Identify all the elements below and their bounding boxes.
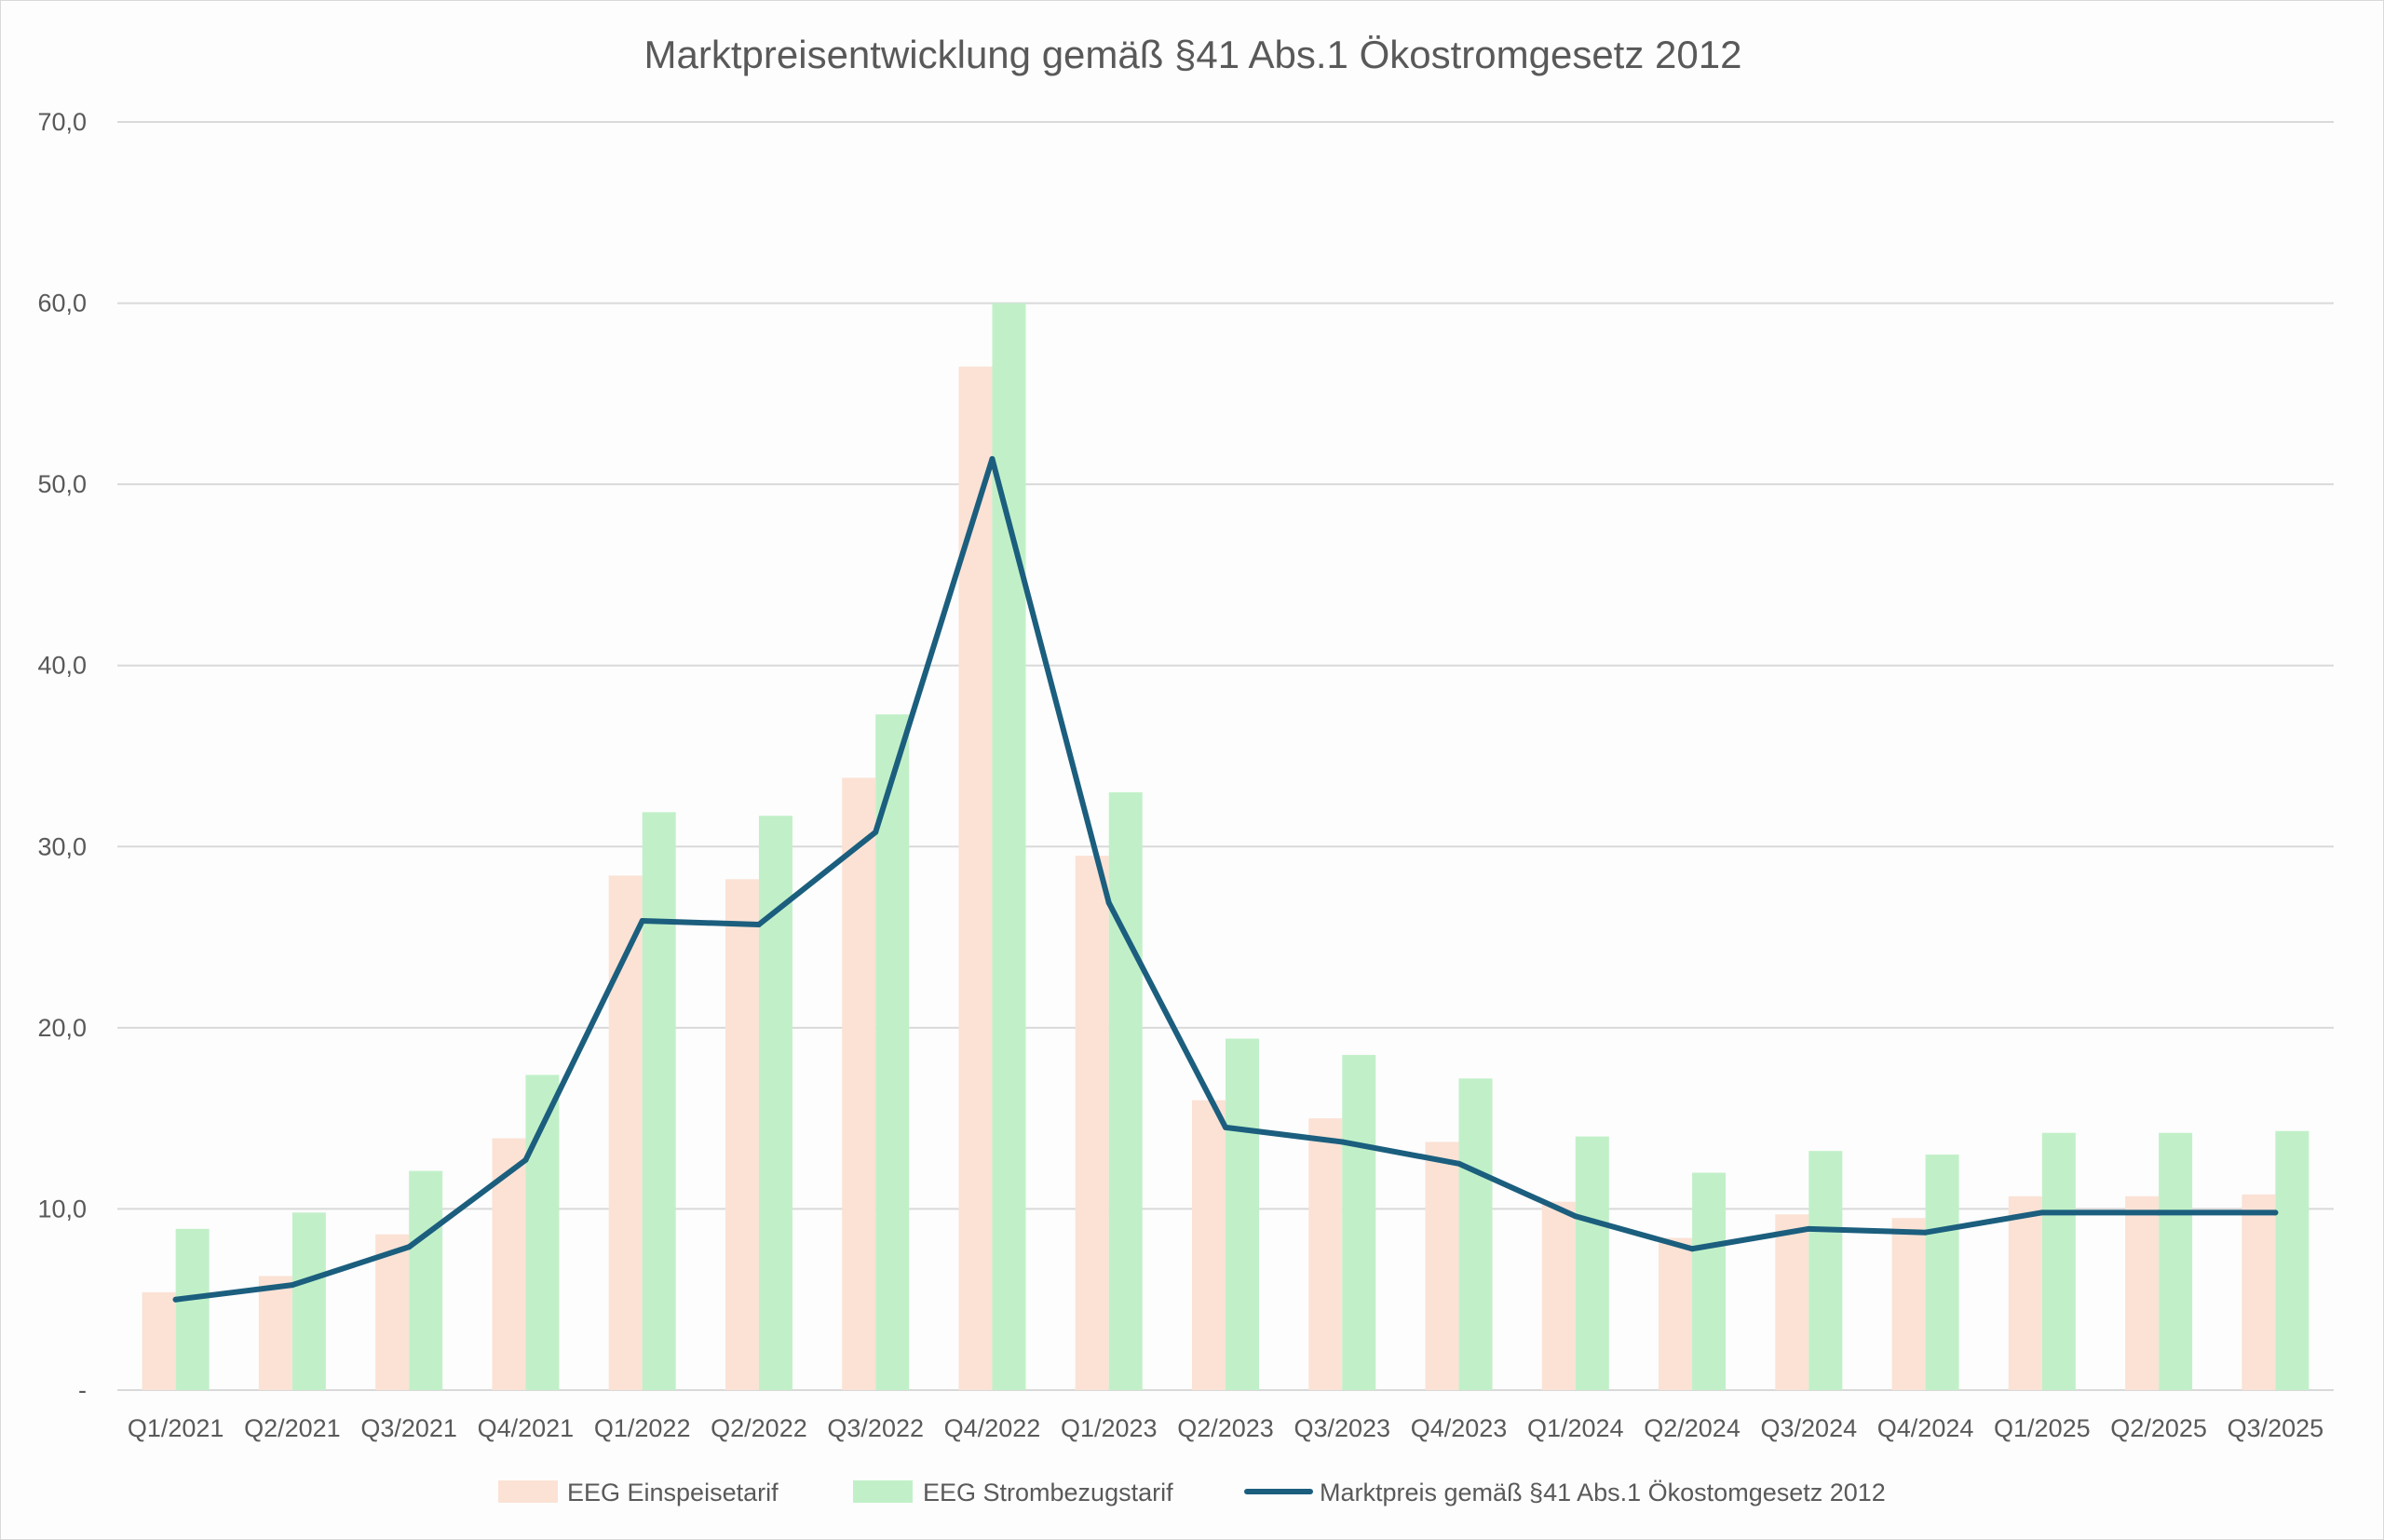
bar-einspeisetarif: [375, 1234, 410, 1390]
line-point: [873, 829, 879, 835]
x-tick-label: Q2/2023: [1177, 1414, 1274, 1442]
bar-strombezugstarif: [875, 714, 910, 1390]
chart-title: Marktpreisentwicklung gemäß §41 Abs.1 Ök…: [644, 33, 1742, 76]
bar-strombezugstarif: [291, 1212, 326, 1390]
bar-strombezugstarif: [1342, 1055, 1376, 1390]
bar-strombezugstarif: [1692, 1172, 1727, 1390]
bar-einspeisetarif: [258, 1276, 292, 1390]
x-tick-label: Q3/2022: [827, 1414, 924, 1442]
bar-einspeisetarif: [2008, 1196, 2042, 1390]
legend-label: EEG Strombezugstarif: [923, 1479, 1173, 1506]
bar-strombezugstarif: [642, 812, 676, 1390]
bar-strombezugstarif: [992, 303, 1026, 1391]
bar-einspeisetarif: [1075, 856, 1109, 1390]
legend-label: EEG Einspeisetarif: [567, 1479, 779, 1506]
y-tick-label: 20,0: [37, 1014, 87, 1042]
axes: - 10,0 20,0 30,0 40,0 50,0 60,0 70,0 Q1/2021 Q2/2…: [37, 108, 2323, 1442]
x-tick-label: Q2/2022: [711, 1414, 807, 1442]
x-tick-label: Q2/2024: [1644, 1414, 1741, 1442]
line-point: [989, 455, 996, 462]
bar-strombezugstarif: [2275, 1130, 2310, 1390]
legend-swatch: [853, 1480, 913, 1503]
line-point: [1339, 1139, 1346, 1145]
bar-strombezugstarif: [1575, 1136, 1609, 1390]
bar-strombezugstarif: [1925, 1155, 1959, 1390]
line-point: [172, 1296, 179, 1303]
x-tick-label: Q3/2023: [1294, 1414, 1390, 1442]
x-tick-label: Q4/2021: [478, 1414, 575, 1442]
bar-einspeisetarif: [142, 1291, 176, 1390]
bar-einspeisetarif: [1308, 1118, 1343, 1390]
bar-einspeisetarif: [1192, 1100, 1226, 1390]
line-point: [2039, 1209, 2045, 1216]
x-tick-label: Q1/2023: [1061, 1414, 1158, 1442]
gridlines: [117, 121, 2334, 1391]
x-tick-label: Q1/2025: [1994, 1414, 2091, 1442]
bar-einspeisetarif: [1659, 1237, 1693, 1390]
bar-einspeisetarif: [492, 1138, 526, 1390]
legend-swatch: [498, 1480, 558, 1503]
y-tick-label: 40,0: [37, 652, 87, 680]
y-tick-label: 60,0: [37, 290, 87, 317]
y-tick-label: 10,0: [37, 1195, 87, 1223]
y-tick-label: -: [78, 1376, 87, 1404]
line-point: [639, 918, 645, 925]
line-point: [1922, 1229, 1929, 1236]
line-point: [1223, 1124, 1228, 1130]
bar-einspeisetarif: [1891, 1218, 1926, 1390]
bar-strombezugstarif: [2041, 1132, 2076, 1390]
line-point: [406, 1244, 413, 1250]
bar-strombezugstarif: [1108, 791, 1143, 1390]
bar-strombezugstarif: [1226, 1038, 1259, 1390]
x-tick-label: Q4/2022: [944, 1414, 1041, 1442]
bar-einspeisetarif: [725, 879, 759, 1390]
bar-einspeisetarif: [2242, 1194, 2276, 1390]
line-series: [172, 455, 2279, 1303]
bar-strombezugstarif: [2159, 1132, 2193, 1390]
line-point: [1456, 1160, 1462, 1167]
x-tick-label: Q1/2024: [1527, 1414, 1624, 1442]
bar-strombezugstarif: [1458, 1078, 1493, 1390]
bars: [142, 303, 2310, 1391]
y-tick-label: 50,0: [37, 470, 87, 498]
x-tick-label: Q2/2021: [244, 1414, 341, 1442]
line-point: [522, 1156, 529, 1163]
line-point: [1105, 899, 1112, 906]
line-point: [755, 921, 762, 927]
bar-einspeisetarif: [2125, 1196, 2160, 1390]
x-tick-label: Q2/2025: [2110, 1414, 2207, 1442]
y-tick-label: 70,0: [37, 108, 87, 136]
line-point: [1572, 1213, 1578, 1220]
x-tick-label: Q3/2021: [360, 1414, 457, 1442]
x-tick-label: Q3/2025: [2228, 1414, 2324, 1442]
bar-einspeisetarif: [1541, 1201, 1576, 1390]
legend: EEG Einspeisetarif EEG Strombezugstarif Ma…: [498, 1479, 1886, 1506]
x-tick-label: Q4/2024: [1877, 1414, 1974, 1442]
bar-einspeisetarif: [1425, 1141, 1459, 1390]
x-tick-label: Q4/2023: [1411, 1414, 1508, 1442]
line-point: [289, 1282, 295, 1289]
legend-label: Marktpreis gemäß §41 Abs.1 Ökostomgesetz…: [1320, 1479, 1886, 1506]
x-tick-label: Q3/2024: [1761, 1414, 1858, 1442]
line-point: [1806, 1225, 1812, 1232]
bar-strombezugstarif: [1808, 1151, 1843, 1390]
x-tick-label: Q1/2021: [128, 1414, 224, 1442]
y-tick-label: 30,0: [37, 832, 87, 860]
bar-einspeisetarif: [958, 366, 993, 1391]
line-point: [1689, 1246, 1696, 1252]
bar-strombezugstarif: [175, 1228, 210, 1390]
x-tick-label: Q1/2022: [594, 1414, 691, 1442]
line-point: [2272, 1209, 2279, 1216]
bar-einspeisetarif: [842, 777, 876, 1390]
bar-strombezugstarif: [409, 1170, 443, 1390]
line-point: [2156, 1209, 2162, 1216]
bar-einspeisetarif: [1775, 1214, 1809, 1390]
